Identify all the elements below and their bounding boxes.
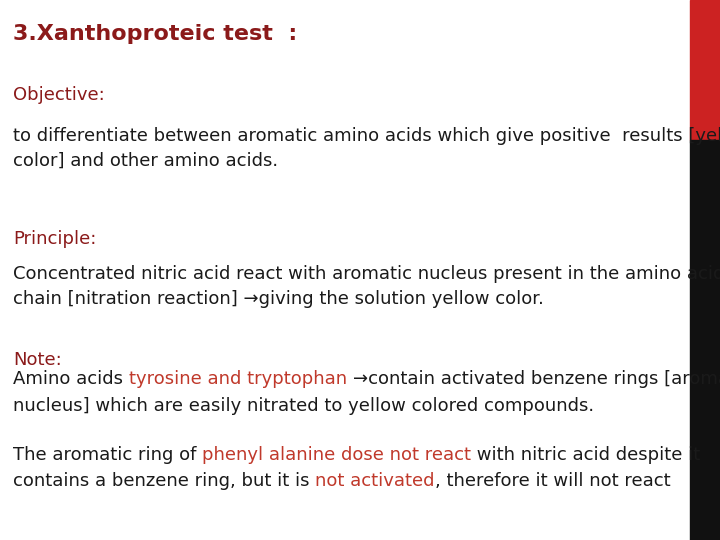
Text: The aromatic ring of: The aromatic ring of bbox=[13, 446, 202, 463]
Text: to differentiate between aromatic amino acids which give positive  results [yell: to differentiate between aromatic amino … bbox=[13, 127, 720, 170]
Text: Principle:: Principle: bbox=[13, 230, 96, 247]
Text: nucleus] which are easily nitrated to yellow colored compounds.: nucleus] which are easily nitrated to ye… bbox=[13, 397, 594, 415]
Text: with nitric acid despite it: with nitric acid despite it bbox=[471, 446, 701, 463]
Text: tyrosine and tryptophan: tyrosine and tryptophan bbox=[129, 370, 353, 388]
Text: contains a benzene ring, but it is: contains a benzene ring, but it is bbox=[13, 472, 315, 490]
Text: →contain activated benzene rings [aromatic: →contain activated benzene rings [aromat… bbox=[353, 370, 720, 388]
Bar bbox=[690, 140, 720, 540]
Text: , therefore it will not react: , therefore it will not react bbox=[435, 472, 670, 490]
Text: 3.Xanthoproteic test  :: 3.Xanthoproteic test : bbox=[13, 24, 297, 44]
Text: Concentrated nitric acid react with aromatic nucleus present in the amino acid s: Concentrated nitric acid react with arom… bbox=[13, 265, 720, 308]
Text: not activated: not activated bbox=[315, 472, 435, 490]
Bar bbox=[690, 0, 720, 140]
Text: Objective:: Objective: bbox=[13, 86, 104, 104]
Text: phenyl alanine dose not react: phenyl alanine dose not react bbox=[202, 446, 471, 463]
Text: Note:: Note: bbox=[13, 351, 62, 369]
Text: Amino acids: Amino acids bbox=[13, 370, 129, 388]
